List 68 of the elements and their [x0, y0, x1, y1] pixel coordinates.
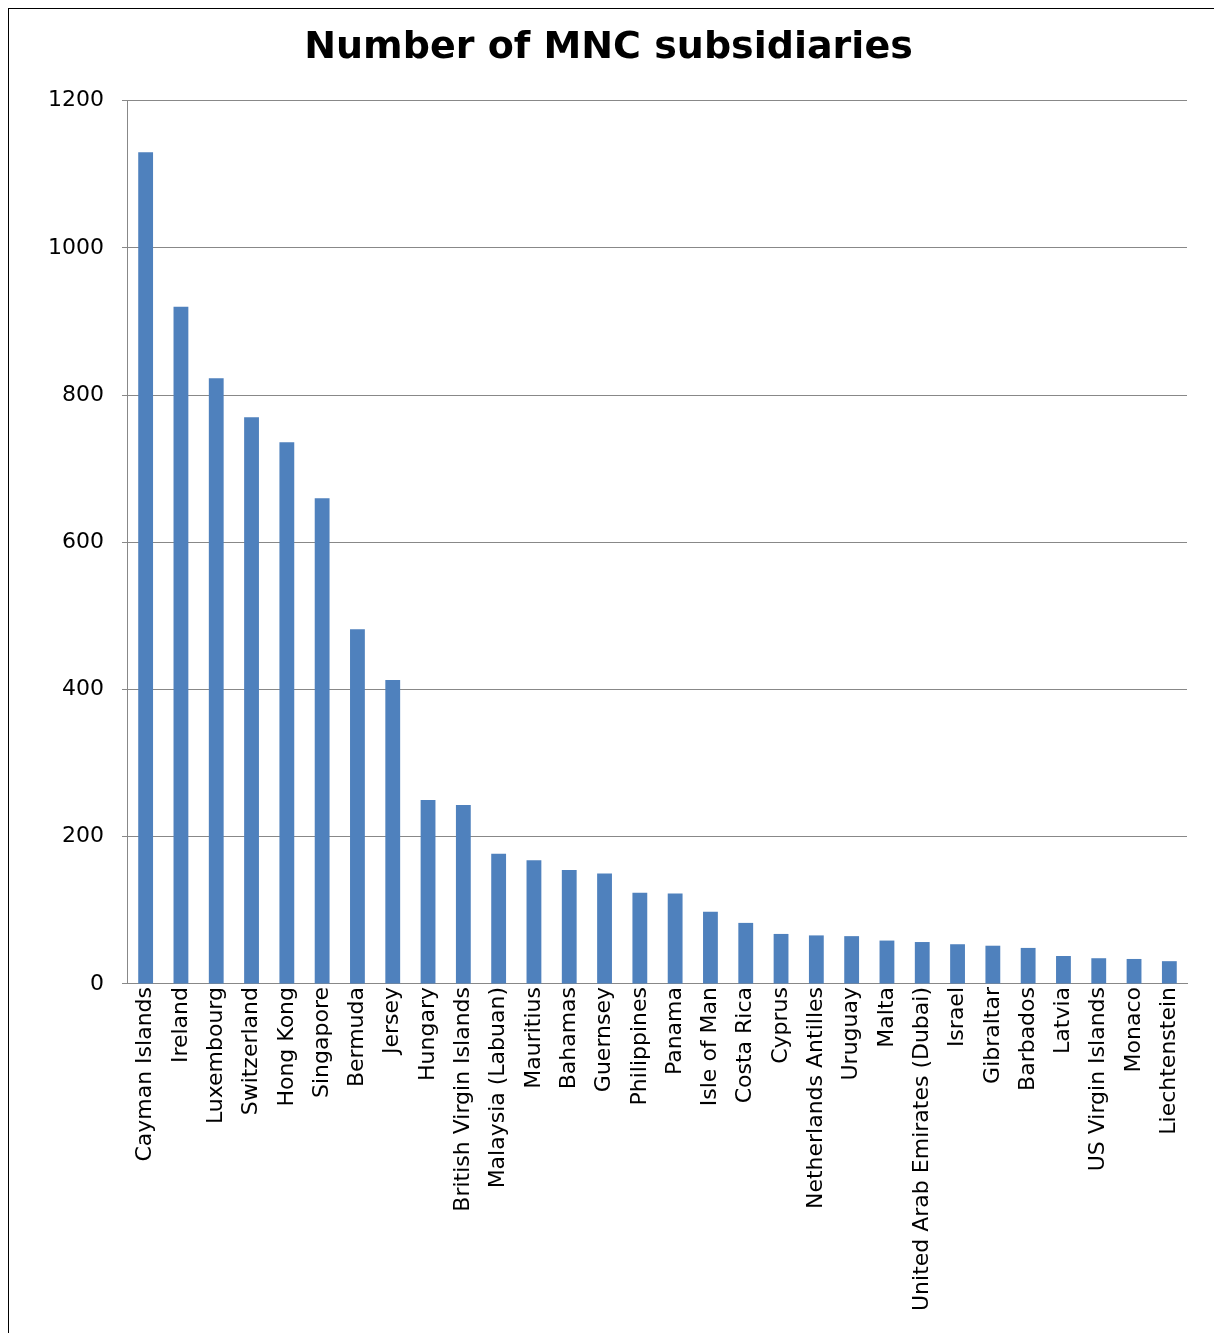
x-tick-label: Uruguay [837, 986, 863, 1081]
chart-title: Number of MNC subsidiaries [304, 22, 913, 67]
x-tick-label: Bahamas [554, 986, 580, 1090]
bar [350, 629, 365, 984]
bar [773, 933, 789, 984]
bar [703, 911, 718, 984]
x-tick-label: Singapore [307, 986, 333, 1098]
x-tick-label: British Virgin Islands [449, 986, 475, 1212]
x-tick-label: Cyprus [766, 986, 792, 1064]
y-tick-label: 600 [61, 528, 104, 554]
x-tick-label: Ireland [166, 986, 192, 1064]
bar [738, 922, 754, 984]
x-tick-label: United Arab Emirates (Dubai) [907, 986, 933, 1312]
bar [632, 892, 648, 984]
bar [808, 935, 824, 984]
bar [844, 936, 860, 984]
bar [244, 417, 259, 984]
bar [1020, 947, 1036, 984]
x-tick-label: Luxembourg [201, 986, 227, 1125]
x-tick-label: Monaco [1119, 986, 1145, 1073]
y-tick-label: 200 [61, 822, 104, 848]
bar [879, 940, 895, 984]
bar [1161, 961, 1177, 984]
x-tick-label: Isle of Man [696, 986, 722, 1107]
x-tick-label: Barbados [1013, 986, 1039, 1091]
x-tick-label: Guernsey [590, 986, 616, 1093]
y-tick-label: 1200 [47, 86, 104, 112]
x-tick-label: Panama [660, 986, 686, 1076]
bar [1126, 958, 1142, 984]
x-tick-label: Gibraltar [978, 986, 1004, 1084]
bar [1091, 958, 1107, 984]
y-tick-label: 0 [89, 969, 104, 995]
bar [279, 442, 295, 984]
x-tick-label: Cayman Islands [131, 986, 157, 1162]
y-tick-label: 1000 [47, 233, 104, 259]
y-tick-label: 800 [61, 380, 104, 406]
x-tick-label: Costa Rica [731, 986, 757, 1104]
y-tick-label: 400 [61, 675, 104, 701]
bar [985, 945, 1001, 984]
x-tick-label: Liechtenstein [1155, 986, 1181, 1135]
bar [208, 378, 224, 984]
x-tick-label: Malaysia (Labuan) [484, 986, 510, 1189]
bar [526, 860, 542, 984]
bar [138, 152, 154, 984]
bar [491, 853, 507, 984]
bar [314, 498, 330, 984]
bar [455, 805, 471, 984]
bar [1056, 956, 1071, 984]
x-tick-label: Jersey [378, 986, 404, 1057]
x-tick-label: Mauritius [519, 986, 545, 1089]
x-tick-label: Hungary [413, 986, 439, 1081]
x-tick-label: US Virgin Islands [1084, 986, 1110, 1172]
bar [597, 873, 612, 984]
bar [420, 799, 436, 984]
x-tick-label: Malta [872, 986, 898, 1048]
x-tick-label: Bermuda [343, 986, 369, 1088]
x-tick-label: Philippines [625, 986, 651, 1106]
bar [561, 869, 577, 984]
x-tick-label: Latvia [1049, 986, 1075, 1054]
bar [173, 306, 189, 984]
x-tick-label: Netherlands Antilles [802, 986, 828, 1210]
x-tick-label: Switzerland [237, 986, 263, 1116]
bar [385, 679, 401, 984]
bar [667, 893, 683, 984]
x-tick-label: Israel [943, 986, 969, 1048]
bar [950, 944, 965, 984]
bar [914, 942, 930, 984]
x-tick-label: Hong Kong [272, 986, 298, 1107]
